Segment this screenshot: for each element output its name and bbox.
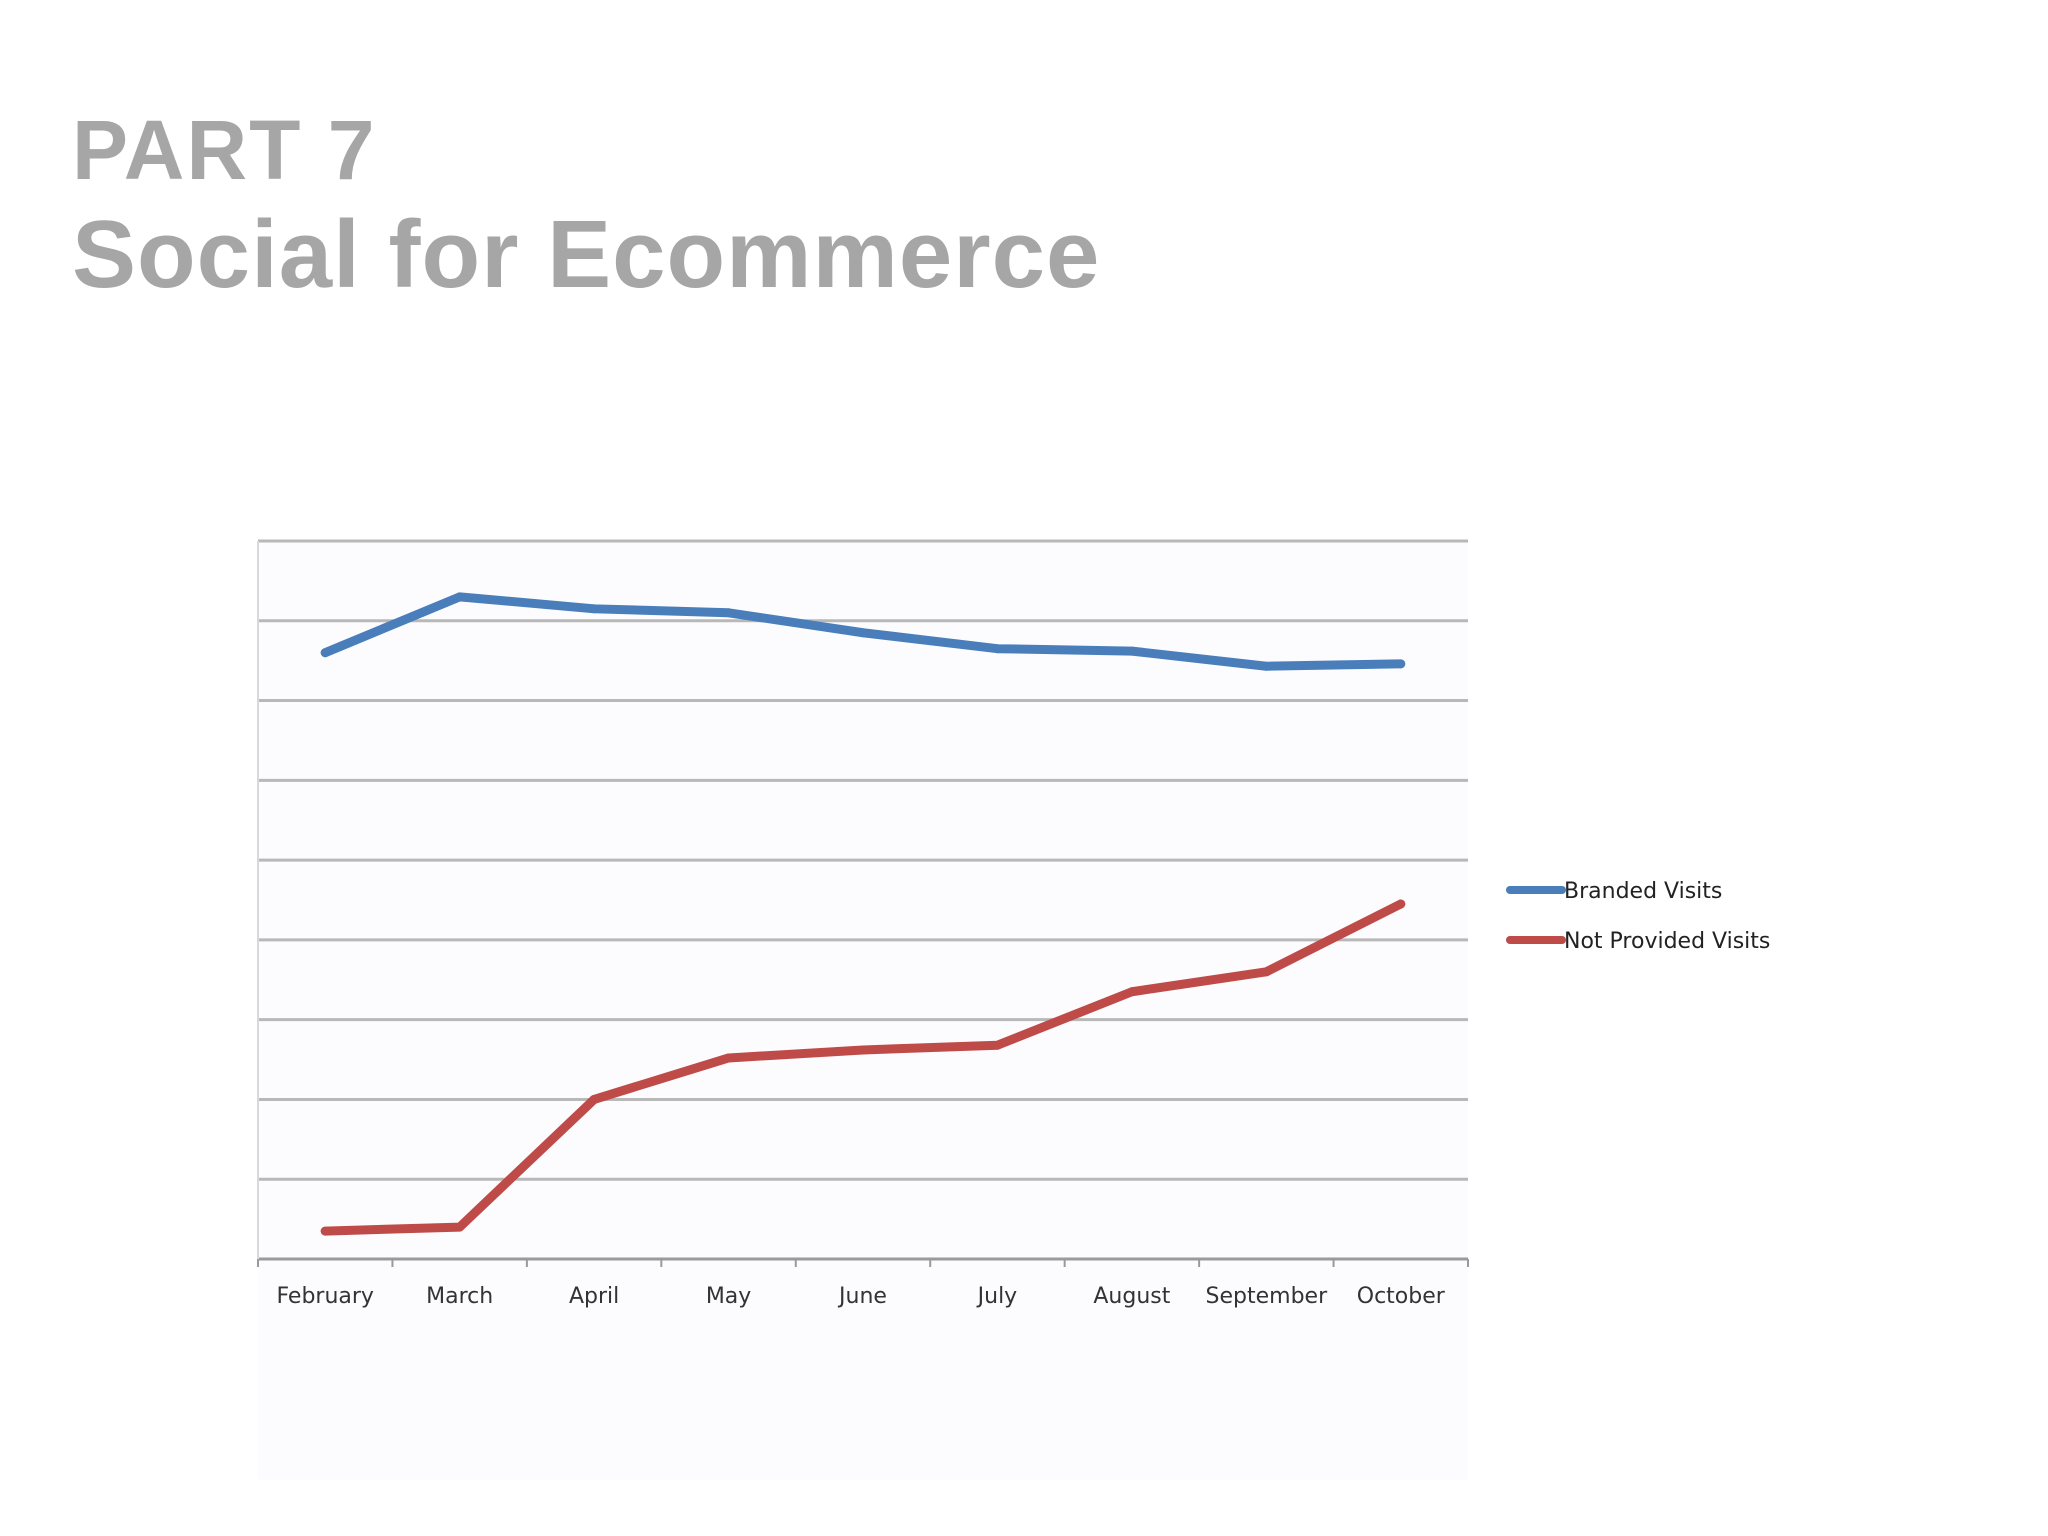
data-point [455, 1222, 465, 1232]
x-tick-label: September [1206, 1284, 1329, 1309]
gridlines [257, 539, 1468, 1261]
data-point [589, 604, 599, 614]
data-point [1127, 646, 1137, 656]
x-tick-label: June [837, 1284, 887, 1309]
data-point [858, 628, 868, 638]
part-label: PART 7 [72, 103, 377, 197]
data-point [858, 1045, 868, 1055]
data-point [320, 648, 330, 658]
plot-area [258, 541, 1468, 1480]
plot-background [258, 541, 1468, 1480]
data-point [724, 608, 734, 618]
x-tick-label: July [976, 1284, 1018, 1309]
data-point [1261, 967, 1271, 977]
data-point [1127, 987, 1137, 997]
data-point [455, 592, 465, 602]
x-tick-label: April [569, 1284, 619, 1309]
x-tick-label: May [706, 1284, 751, 1309]
legend: Branded Visits Not Provided Visits [1506, 879, 1770, 954]
legend-label: Not Provided Visits [1564, 929, 1770, 954]
data-point [1396, 899, 1406, 909]
data-point [724, 1053, 734, 1063]
series-lines [320, 592, 1406, 1236]
x-tick-label: October [1357, 1284, 1446, 1309]
data-point [1396, 659, 1406, 669]
data-point [589, 1094, 599, 1104]
x-tick-labels: February March April May June July August Septe… [276, 1284, 1445, 1309]
data-point [992, 1040, 1002, 1050]
x-axis [257, 1259, 1469, 1267]
slide-title: Social for Ecommerce [72, 201, 1101, 308]
x-tick-label: February [276, 1284, 374, 1309]
data-point [1261, 661, 1271, 671]
data-point [992, 644, 1002, 654]
x-tick-label: August [1093, 1284, 1170, 1309]
data-point [320, 1226, 330, 1236]
legend-label: Branded Visits [1564, 879, 1722, 904]
slide-title-block: PART 7 Social for Ecommerce [72, 100, 1100, 310]
x-tick-label: March [426, 1284, 493, 1309]
